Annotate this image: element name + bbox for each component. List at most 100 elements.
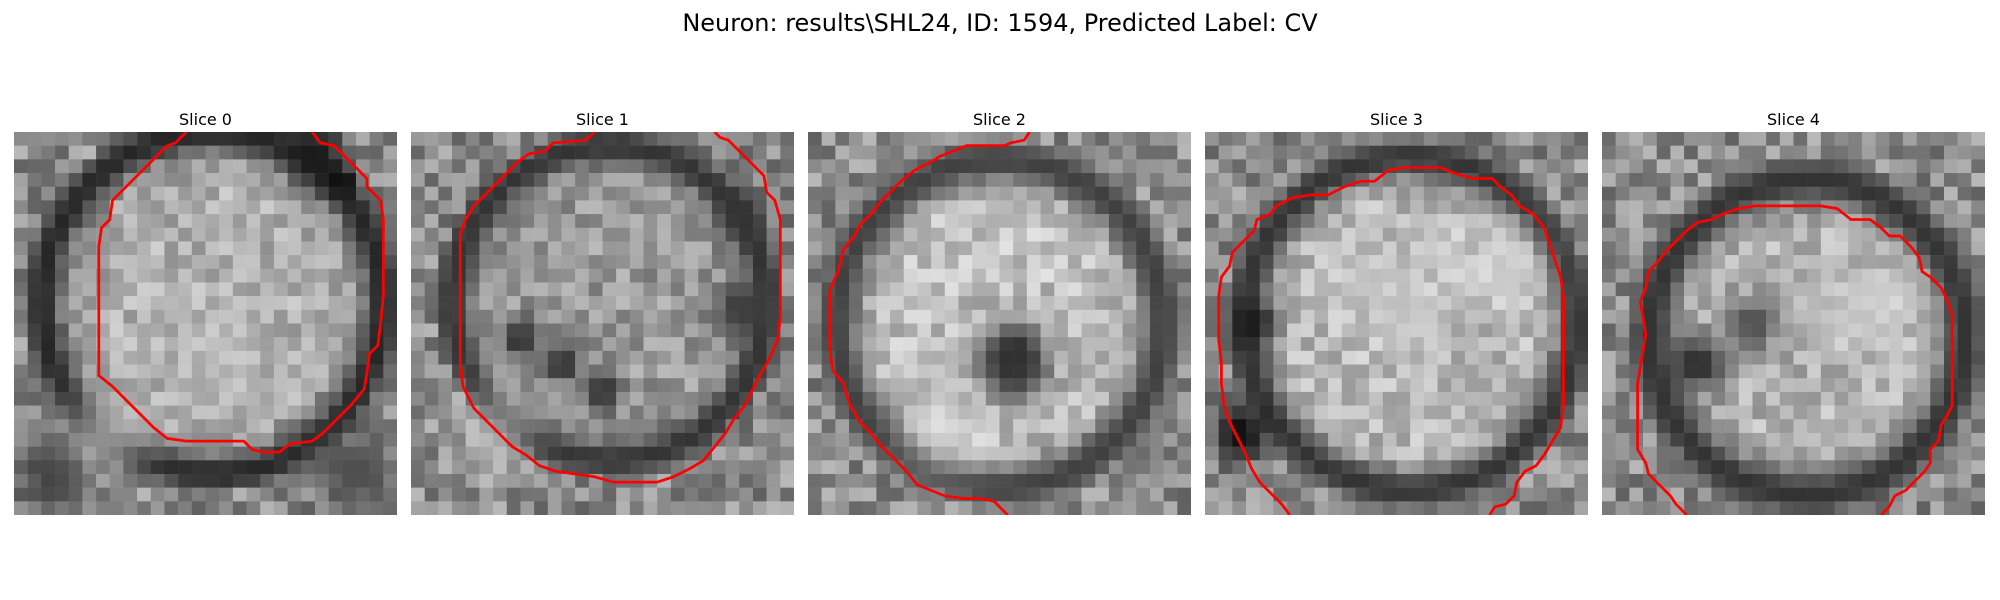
pixel (958, 241, 973, 256)
pixel (602, 227, 617, 242)
pixel (1013, 473, 1028, 488)
pixel (725, 446, 740, 461)
pixel (1930, 405, 1945, 420)
pixel (1505, 487, 1520, 502)
pixel (1369, 132, 1384, 146)
pixel (273, 159, 288, 174)
pixel (972, 173, 987, 187)
pixel (1505, 296, 1520, 311)
pixel (1766, 487, 1781, 502)
pixel (917, 446, 932, 461)
pixel (1971, 364, 1985, 379)
pixel (1711, 241, 1726, 256)
pixel (1464, 419, 1479, 434)
pixel (137, 378, 152, 393)
pixel (82, 200, 97, 215)
pixel (1478, 460, 1493, 475)
pixel (1861, 405, 1876, 420)
pixel (506, 364, 521, 379)
pixel (150, 337, 165, 352)
pixel (1437, 173, 1452, 187)
pixel (1957, 296, 1972, 311)
pixel (698, 309, 713, 324)
pixel (520, 460, 535, 475)
pixel (452, 487, 466, 502)
pixel (493, 405, 508, 420)
slice-panel-2: Slice 2 (808, 108, 1191, 515)
slice-image (411, 132, 794, 515)
pixel (643, 501, 658, 515)
pixel (1122, 473, 1137, 488)
pixel (1725, 132, 1740, 146)
pixel (1738, 241, 1753, 256)
pixel (1643, 378, 1657, 393)
pixel (698, 241, 713, 256)
pixel (1067, 405, 1082, 420)
pixel (1670, 296, 1685, 311)
pixel (1314, 432, 1329, 447)
pixel (1355, 405, 1370, 420)
pixel (1040, 364, 1055, 379)
pixel (1246, 405, 1260, 420)
pixel (137, 227, 152, 242)
pixel (616, 200, 631, 215)
red-outline-contour (1636, 204, 1954, 515)
pixel (1136, 432, 1151, 447)
pixel (109, 405, 124, 420)
pixel (1793, 460, 1808, 475)
pixel (1957, 337, 1972, 352)
pixel (164, 337, 179, 352)
pixel (205, 337, 220, 352)
pixel (821, 200, 836, 215)
pixel (520, 309, 535, 324)
pixel (629, 405, 644, 420)
pixel (1149, 364, 1164, 379)
pixel (835, 132, 850, 146)
pixel (643, 350, 658, 365)
pixel (1738, 214, 1753, 229)
pixel (684, 432, 699, 447)
pixel (1779, 200, 1794, 215)
pixel (1684, 337, 1699, 352)
pixel (1519, 391, 1534, 406)
pixel (1519, 159, 1534, 174)
pixel (205, 378, 220, 393)
pixel (178, 391, 193, 406)
pixel (1382, 186, 1397, 201)
pixel (1834, 501, 1849, 515)
pixel (616, 241, 631, 256)
pixel (55, 337, 69, 352)
pixel (1957, 487, 1972, 502)
pixel (931, 186, 946, 201)
pixel (1300, 214, 1315, 229)
pixel (1574, 350, 1588, 365)
pixel (1643, 419, 1657, 434)
pixel (1163, 186, 1178, 201)
pixel (1451, 446, 1466, 461)
pixel (150, 473, 165, 488)
pixel (1834, 296, 1849, 311)
pixel (246, 255, 261, 270)
pixel (191, 268, 206, 283)
pixel (1793, 186, 1808, 201)
pixel (1136, 173, 1151, 187)
pixel (164, 501, 179, 515)
pixel (68, 145, 83, 160)
pixel (1615, 173, 1630, 187)
pixel (1423, 173, 1438, 187)
pixel (328, 214, 343, 229)
pixel (328, 132, 343, 146)
pixel (1916, 405, 1931, 420)
pixel (917, 186, 932, 201)
pixel (1848, 145, 1863, 160)
pixel (1602, 364, 1616, 379)
pixel (1820, 132, 1835, 146)
pixel (1766, 214, 1781, 229)
pixel (1711, 186, 1726, 201)
pixel (1382, 214, 1397, 229)
pixel (1259, 364, 1274, 379)
pixel (314, 282, 329, 297)
pixel (1807, 337, 1822, 352)
pixel (150, 487, 165, 502)
pixel (684, 378, 699, 393)
